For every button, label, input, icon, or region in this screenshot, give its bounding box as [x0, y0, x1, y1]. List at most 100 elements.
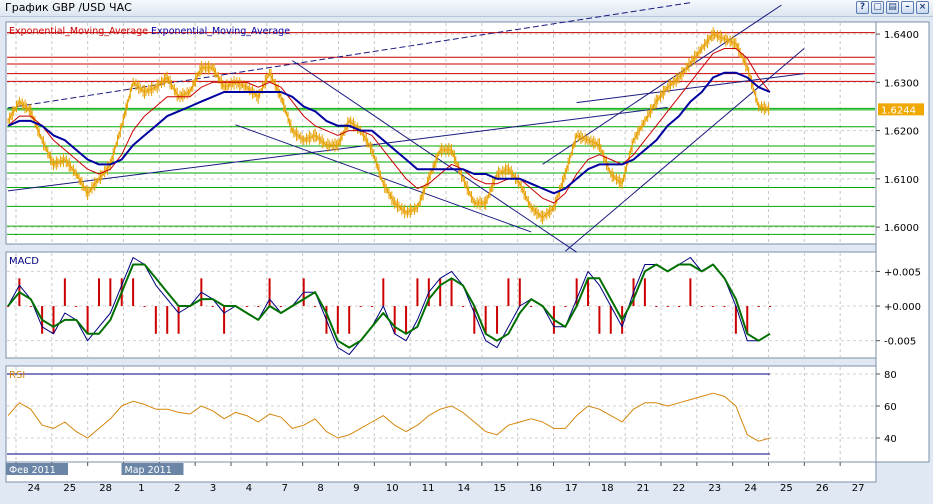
macd-tick-label: +0.005: [884, 267, 921, 278]
x-tick-label: 14: [458, 483, 471, 494]
macd-hist-bar: [564, 306, 567, 308]
month-tag-feb: [6, 463, 68, 475]
right-axis: [875, 21, 930, 463]
macd-title: MACD: [9, 256, 39, 267]
macd-hist-bar: [97, 278, 100, 307]
trend-line: [7, 2, 691, 109]
macd-hist-bar: [700, 306, 703, 308]
trend-line: [235, 124, 532, 233]
current-price-label: 1.6244: [881, 105, 916, 116]
macd-hist-bar: [530, 306, 533, 308]
macd-hist-bar: [405, 306, 408, 334]
macd-hist-bar: [655, 306, 658, 308]
macd-hist-bar: [598, 306, 601, 334]
split-button[interactable]: ▤: [886, 1, 899, 14]
macd-hist-bar: [643, 278, 646, 307]
rsi-title: RSI: [9, 370, 25, 381]
macd-hist-bar: [348, 306, 351, 334]
macd-hist-bar: [507, 278, 510, 307]
price-tick-label: 1.6000: [884, 223, 919, 234]
x-tick-label: 4: [246, 483, 252, 494]
restore-button[interactable]: ▢: [871, 1, 884, 14]
x-tick-label: 25: [63, 483, 76, 494]
rsi-tick-label: 40: [884, 434, 897, 445]
x-tick-label: 1: [138, 483, 144, 494]
price-tick-label: 1.6100: [884, 175, 919, 186]
macd-hist-bar: [211, 306, 214, 308]
window-titlebar[interactable]: График GBP /USD ЧАС ? ▢ ▤ – ×: [0, 0, 933, 17]
macd-hist-bar: [279, 306, 282, 308]
price-tick-label: 1.6300: [884, 78, 919, 89]
macd-signal-line: [7, 263, 771, 349]
macd-hist-bar: [314, 306, 317, 308]
macd-hist-bar: [450, 278, 453, 307]
minimize-button[interactable]: –: [901, 1, 914, 14]
macd-tick-label: +0.000: [884, 302, 921, 313]
macd-hist-bar: [484, 306, 487, 334]
x-tick-label: 16: [529, 483, 542, 494]
macd-hist-bar: [439, 278, 442, 307]
macd-hist-bar: [473, 306, 476, 334]
macd-hist-bar: [336, 306, 339, 334]
macd-hist-bar: [518, 278, 521, 307]
ema-slow-line: [7, 71, 771, 195]
macd-hist-bar: [769, 306, 771, 308]
macd-hist-bar: [746, 306, 749, 334]
month-label-feb: Фев 2011: [9, 465, 56, 476]
macd-hist-bar: [416, 278, 419, 307]
x-tick-label: 10: [386, 483, 399, 494]
price-legend: Exponential_Moving_Average Exponential_M…: [9, 26, 290, 37]
window-title: График GBP /USD ЧАС: [5, 1, 132, 14]
month-label-mar: Мар 2011: [125, 465, 172, 476]
macd-hist-bar: [245, 306, 248, 308]
price-tick-label: 1.6400: [884, 30, 919, 41]
current-price-tag: [878, 103, 924, 116]
x-tick-label: 8: [317, 483, 323, 494]
price-tick-label: 1.6200: [884, 127, 919, 138]
x-tick-label: 9: [353, 483, 359, 494]
macd-hist-bar: [496, 306, 499, 334]
macd-hist-bar: [52, 306, 55, 334]
x-tick-label: 7: [282, 483, 288, 494]
macd-hist-bar: [723, 306, 726, 308]
rsi-panel: [5, 365, 877, 463]
macd-hist-bar: [393, 306, 396, 334]
macd-hist-bar: [109, 278, 112, 307]
macd-hist-bar: [757, 306, 760, 308]
macd-hist-bar: [143, 306, 146, 308]
macd-hist-bar: [132, 278, 135, 307]
macd-hist-bar: [154, 306, 157, 334]
trend-line: [292, 60, 577, 253]
macd-hist-bar: [712, 306, 715, 308]
macd-hist-bar: [177, 306, 180, 334]
price-line: [7, 33, 771, 218]
macd-hist-bar: [382, 278, 385, 307]
macd-hist-bar: [587, 278, 590, 307]
x-tick-label: 24: [28, 483, 41, 494]
macd-hist-bar: [75, 306, 78, 308]
x-tick-label: 17: [565, 483, 578, 494]
x-tick-label: 21: [637, 483, 650, 494]
macd-hist-bar: [223, 306, 226, 334]
macd-hist-bar: [461, 306, 464, 308]
x-tick-label: 18: [601, 483, 614, 494]
rsi-tick-label: 60: [884, 402, 897, 413]
macd-hist-bar: [166, 306, 169, 334]
macd-hist-bar: [29, 306, 32, 308]
x-tick-label: 11: [422, 483, 435, 494]
macd-hist-bar: [575, 278, 578, 307]
window-buttons: ? ▢ ▤ – ×: [856, 1, 929, 14]
macd-hist-bar: [609, 306, 612, 334]
macd-tick-label: -0.005: [884, 337, 916, 348]
macd-hist-bar: [359, 306, 362, 308]
trend-line: [576, 73, 805, 104]
help-button[interactable]: ?: [856, 1, 869, 14]
x-tick-label: 27: [852, 483, 865, 494]
close-button[interactable]: ×: [916, 1, 929, 14]
macd-hist-bar: [268, 278, 271, 307]
macd-hist-bar: [734, 306, 737, 334]
ema-fast-line: [7, 48, 771, 204]
macd-hist-bar: [7, 306, 9, 308]
